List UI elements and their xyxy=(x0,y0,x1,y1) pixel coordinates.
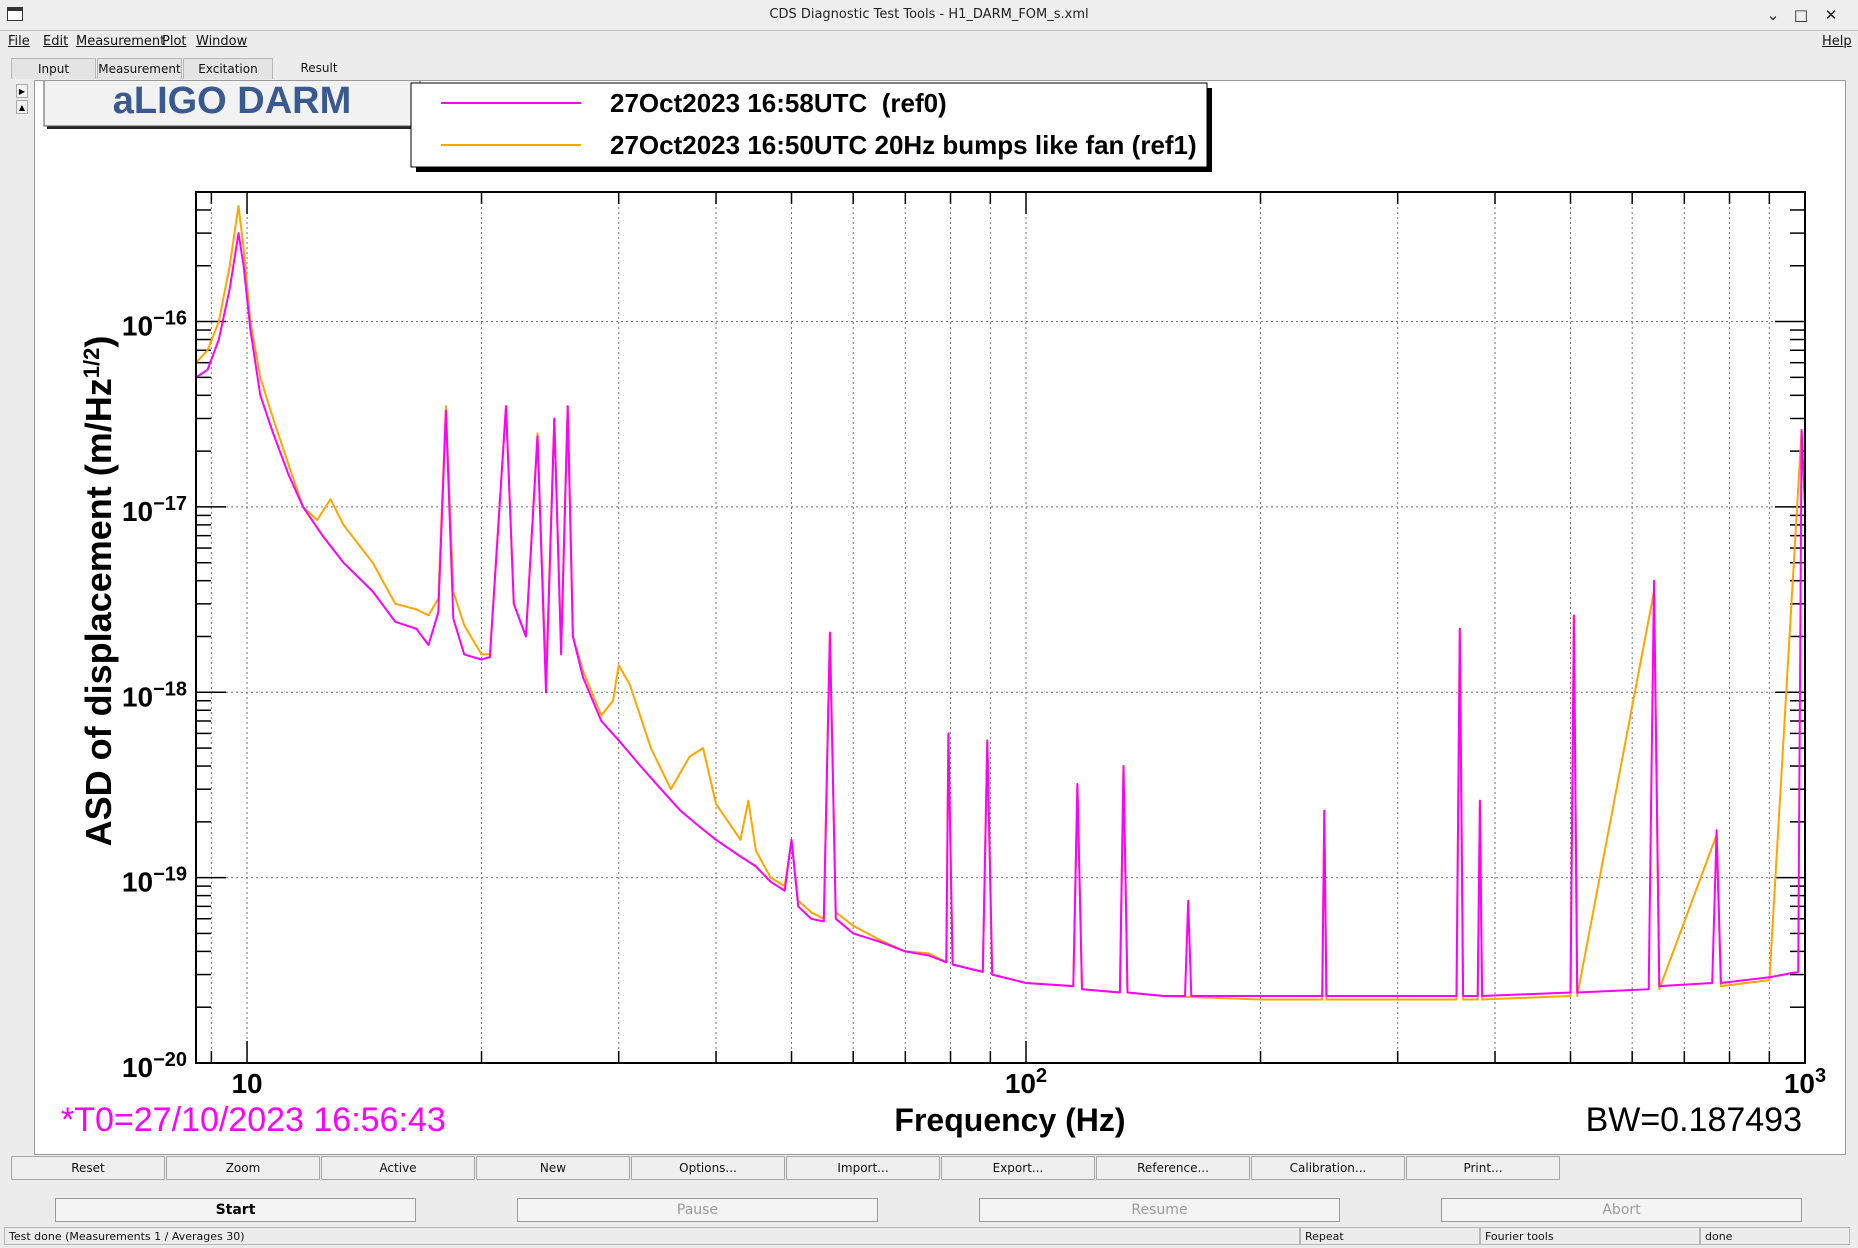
calibration-button[interactable]: Calibration... xyxy=(1251,1156,1405,1180)
y-axis-title: ASD of displacement (m/Hz1/2) xyxy=(78,336,119,847)
resume-button[interactable]: Resume xyxy=(979,1198,1340,1222)
y-axis-ticks xyxy=(196,191,1805,1064)
zoom-button[interactable]: Zoom xyxy=(166,1156,320,1180)
status-bar: Test done (Measurements 1 / Averages 30)… xyxy=(0,1224,1858,1248)
title-box: aLIGO DARM xyxy=(43,81,423,129)
t0-label: *T0=27/10/2023 16:56:43 xyxy=(61,1101,446,1139)
tab-bar: Input Measurement Excitation Result xyxy=(0,55,1858,80)
legend-box: 27Oct2023 16:58UTC (ref0) 27Oct2023 16:5… xyxy=(410,82,1212,172)
x-tick-label: 103 xyxy=(1784,1065,1826,1099)
menu-help[interactable]: Help xyxy=(1822,34,1852,49)
plot-panel: 10−20 10−19 10−18 10−17 10−16 10 102 103 Frequ… xyxy=(34,80,1846,1155)
minimize-icon[interactable]: ⌄ xyxy=(1766,6,1780,24)
start-button[interactable]: Start xyxy=(55,1198,416,1222)
new-button[interactable]: New xyxy=(476,1156,630,1180)
plot-grid xyxy=(196,192,1805,1063)
y-tick-label: 10−20 xyxy=(122,1049,187,1083)
bw-label: BW=0.187493 xyxy=(1586,1101,1802,1139)
y-tick-label: 10−17 xyxy=(122,493,187,527)
window-title: CDS Diagnostic Test Tools - H1_DARM_FOM_… xyxy=(769,7,1089,22)
plot-button-row: Reset Zoom Active New Options... Import.… xyxy=(11,1156,1847,1182)
plot-title: aLIGO DARM xyxy=(113,81,352,122)
plot-frame xyxy=(195,191,1806,1064)
y-tick-label: 10−19 xyxy=(122,864,187,898)
import-button[interactable]: Import... xyxy=(786,1156,940,1180)
menu-file[interactable]: File xyxy=(8,34,30,49)
scroll-right-icon[interactable]: ▶ xyxy=(16,84,28,98)
x-tick-label: 102 xyxy=(1005,1065,1047,1099)
y-tick-label: 10−16 xyxy=(122,308,187,342)
plot-curves xyxy=(196,205,1805,1001)
active-button[interactable]: Active xyxy=(321,1156,475,1180)
status-state: done xyxy=(1700,1227,1850,1245)
series-ref1-line xyxy=(196,205,1805,1001)
reset-button[interactable]: Reset xyxy=(11,1156,165,1180)
menu-plot[interactable]: Plot xyxy=(162,34,187,49)
export-button[interactable]: Export... xyxy=(941,1156,1095,1180)
tab-result[interactable]: Result xyxy=(274,55,364,79)
y-axis-labels: 10−20 10−19 10−18 10−17 10−16 xyxy=(122,308,187,1083)
x-axis-ticks xyxy=(210,192,1806,1063)
menu-bar: File Edit Measurement Plot Window Help xyxy=(0,31,1858,53)
series-ref0-line xyxy=(196,232,1805,997)
menu-measurement[interactable]: Measurement xyxy=(76,34,166,49)
pause-button[interactable]: Pause xyxy=(517,1198,878,1222)
tab-measurement[interactable]: Measurement xyxy=(97,58,182,79)
tab-input[interactable]: Input xyxy=(11,58,96,79)
title-bar: CDS Diagnostic Test Tools - H1_DARM_FOM_… xyxy=(0,0,1858,31)
maximize-icon[interactable]: □ xyxy=(1793,6,1809,24)
window-icon[interactable] xyxy=(7,7,23,21)
close-icon[interactable]: ✕ xyxy=(1824,6,1838,24)
x-tick-label: 10 xyxy=(231,1068,262,1099)
options-button[interactable]: Options... xyxy=(631,1156,785,1180)
menu-edit[interactable]: Edit xyxy=(43,34,69,49)
status-repeat: Repeat xyxy=(1300,1227,1480,1245)
abort-button[interactable]: Abort xyxy=(1441,1198,1802,1222)
status-tool: Fourier tools xyxy=(1480,1227,1700,1245)
legend-label-ref0: 27Oct2023 16:58UTC (ref0) xyxy=(610,88,947,118)
reference-button[interactable]: Reference... xyxy=(1096,1156,1250,1180)
legend-label-ref1: 27Oct2023 16:50UTC 20Hz bumps like fan (… xyxy=(610,130,1197,160)
status-message: Test done (Measurements 1 / Averages 30) xyxy=(4,1227,1300,1245)
scroll-up-icon[interactable]: ▲ xyxy=(16,100,28,114)
x-axis-labels: 10 102 103 xyxy=(231,1065,1826,1099)
y-tick-label: 10−18 xyxy=(122,678,187,712)
tab-excitation[interactable]: Excitation xyxy=(183,58,273,79)
x-axis-title: Frequency (Hz) xyxy=(894,1102,1125,1138)
menu-window[interactable]: Window xyxy=(196,34,248,49)
print-button[interactable]: Print... xyxy=(1406,1156,1560,1180)
asd-plot[interactable]: 10−20 10−19 10−18 10−17 10−16 10 102 103 Frequ… xyxy=(35,81,1846,1155)
